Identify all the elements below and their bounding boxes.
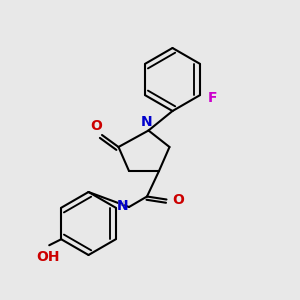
Text: H: H: [117, 201, 125, 212]
Text: N: N: [141, 115, 153, 129]
Text: F: F: [207, 91, 217, 105]
Text: O: O: [91, 119, 103, 134]
Text: N: N: [117, 200, 128, 213]
Text: O: O: [172, 193, 184, 206]
Text: OH: OH: [36, 250, 59, 264]
